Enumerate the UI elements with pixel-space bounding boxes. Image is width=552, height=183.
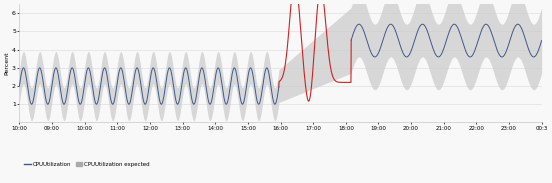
Legend: CPUUtilization, CPUUtilization expected: CPUUtilization, CPUUtilization expected (22, 160, 152, 169)
Y-axis label: Percent: Percent (4, 51, 9, 75)
